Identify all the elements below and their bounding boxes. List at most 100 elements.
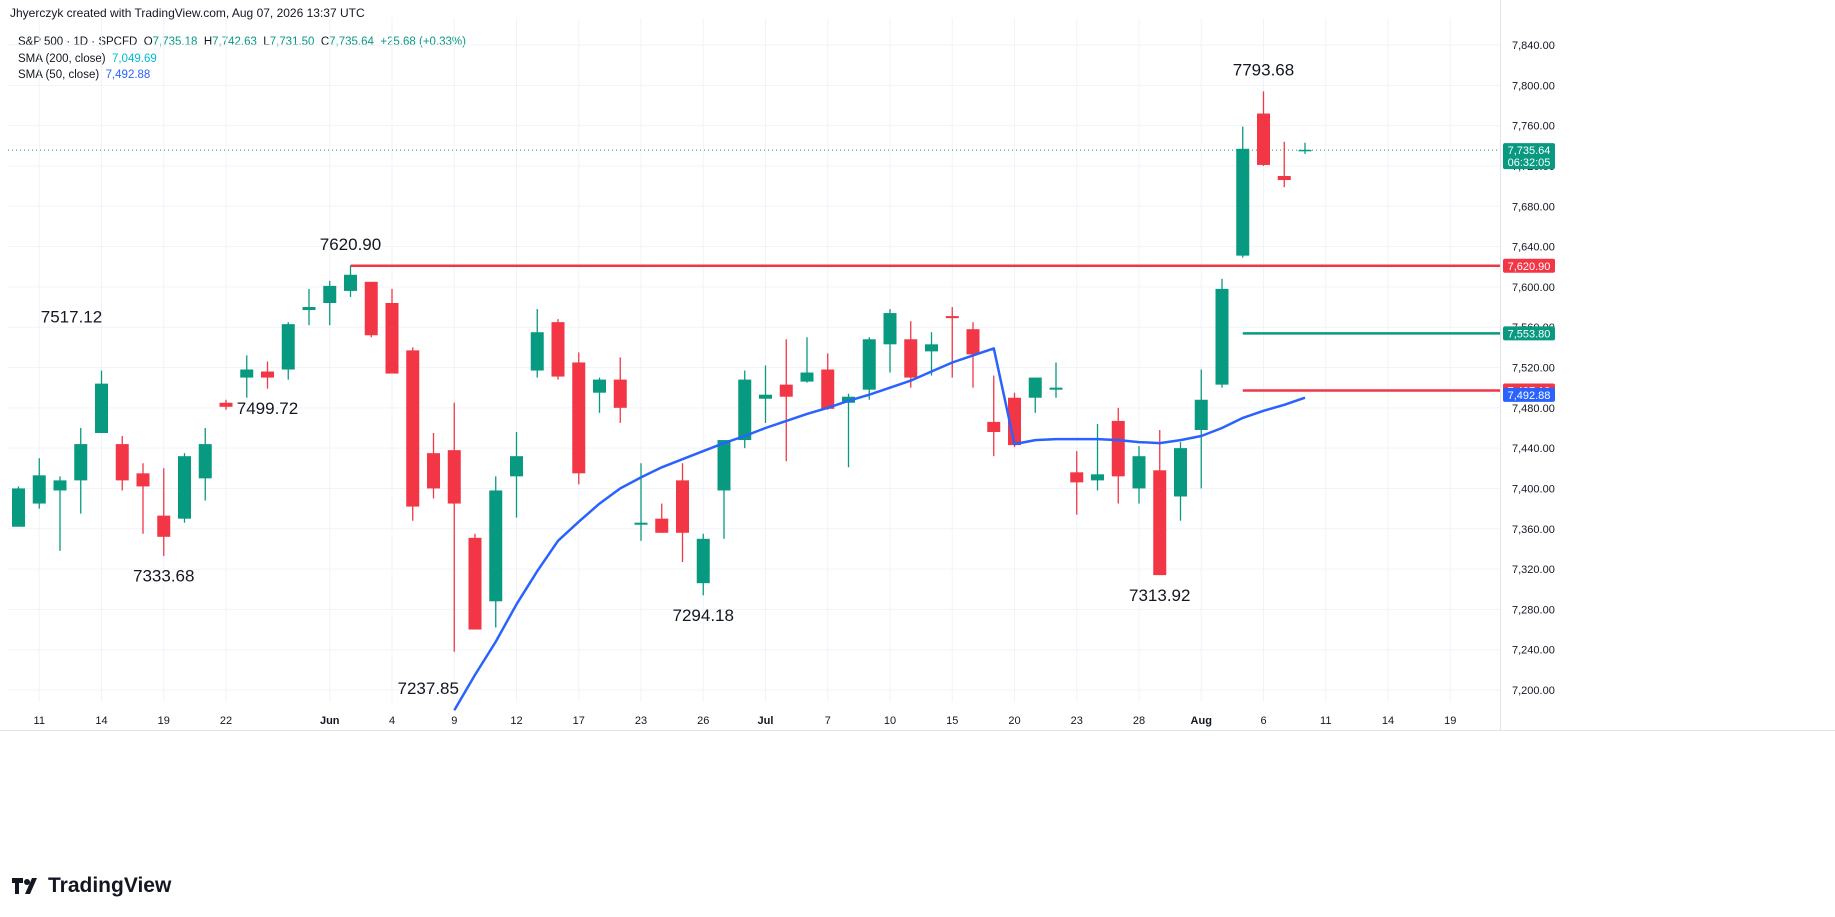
candle-body[interactable] (634, 522, 648, 525)
candle-body[interactable] (1215, 288, 1229, 385)
candle-body[interactable] (115, 444, 129, 481)
candle-body[interactable] (261, 371, 274, 378)
price-axis-label: 7,520.00 (1512, 363, 1555, 375)
price-axis-label: 7,400.00 (1512, 483, 1555, 495)
candle-body[interactable] (572, 362, 586, 474)
candle-body[interactable] (883, 313, 897, 345)
time-axis-label: 15 (946, 715, 958, 727)
candle-body[interactable] (1277, 176, 1291, 181)
candle-body[interactable] (862, 339, 876, 390)
price-axis-label: 7,600.00 (1512, 282, 1555, 294)
candle-body[interactable] (676, 480, 689, 533)
time-axis-label: 4 (389, 715, 395, 727)
sma50-price-badge[interactable] (1503, 387, 1555, 402)
price-axis-label: 7,360.00 (1512, 524, 1555, 536)
candle-body[interactable] (925, 344, 938, 352)
time-axis-label: 22 (220, 715, 232, 727)
candle-body[interactable] (779, 384, 793, 397)
time-axis-label: 6 (1260, 715, 1266, 727)
candle-body[interactable] (1028, 377, 1042, 398)
sma200-legend-row[interactable]: SMA (200, close) 7,049.69 (18, 51, 466, 68)
price-axis-label: 7,640.00 (1512, 242, 1555, 254)
time-axis-label: 12 (510, 715, 522, 727)
candle-body[interactable] (1236, 148, 1250, 256)
candle-body[interactable] (468, 537, 482, 630)
time-axis-label: 23 (635, 715, 647, 727)
time-axis-label: Jun (320, 715, 340, 727)
candle-body[interactable] (821, 369, 835, 409)
time-axis-label: 14 (1382, 715, 1394, 727)
candle-body[interactable] (551, 322, 565, 377)
high-label: H (203, 36, 213, 48)
candle-body[interactable] (1111, 420, 1125, 477)
time-axis-label: Jul (758, 715, 774, 727)
candle-body[interactable] (1091, 474, 1104, 481)
candle-body[interactable] (12, 488, 25, 527)
candle-body[interactable] (219, 402, 233, 407)
sma200-label: SMA (200, close) (18, 52, 106, 65)
sma50-value: 7,492.88 (105, 69, 151, 81)
candle-body[interactable] (593, 379, 606, 393)
candle-body[interactable] (240, 369, 254, 378)
candle-body[interactable] (759, 394, 772, 399)
time-axis-label: 20 (1008, 715, 1020, 727)
candle-body[interactable] (447, 450, 461, 504)
candle-body[interactable] (323, 285, 337, 303)
candle-body[interactable] (655, 518, 669, 533)
candle-body[interactable] (136, 473, 150, 487)
price-annotation: 7313.92 (1129, 586, 1190, 605)
candle-body[interactable] (95, 383, 108, 434)
candle-body[interactable] (157, 515, 171, 537)
candle-body[interactable] (738, 379, 752, 441)
candle-body[interactable] (530, 332, 544, 371)
candle-body[interactable] (198, 444, 212, 479)
candle-body[interactable] (966, 329, 980, 355)
candle-body[interactable] (178, 456, 191, 519)
candle-body[interactable] (987, 421, 1001, 432)
candle-body[interactable] (1257, 113, 1270, 165)
level-price-badge[interactable] (1503, 258, 1555, 273)
candle-body[interactable] (1049, 387, 1063, 390)
time-axis-label: 23 (1071, 715, 1083, 727)
candle-body[interactable] (281, 324, 295, 370)
candle-body[interactable] (489, 490, 503, 602)
time-axis-label: 19 (158, 715, 170, 727)
candle-body[interactable] (385, 303, 399, 374)
candle-body[interactable] (1174, 448, 1187, 497)
candle-body[interactable] (74, 444, 88, 481)
price-annotation: 7294.18 (673, 606, 734, 625)
price-axis-label: 7,760.00 (1512, 121, 1555, 133)
time-axis-label: 26 (697, 715, 709, 727)
price-annotation: 7793.68 (1233, 61, 1294, 80)
level-price-badge[interactable] (1503, 326, 1555, 341)
sma50-legend-row[interactable]: SMA (50, close) 7,492.88 (18, 67, 466, 84)
candle-body[interactable] (904, 339, 918, 378)
candle-body[interactable] (613, 379, 627, 408)
candle-body[interactable] (1194, 399, 1208, 430)
candle-body[interactable] (364, 281, 378, 336)
candle-body[interactable] (717, 440, 731, 491)
candle-body[interactable] (1132, 456, 1146, 489)
candle-body[interactable] (302, 307, 316, 311)
candle-body[interactable] (427, 453, 440, 489)
low-label: L (263, 36, 270, 48)
candle-body[interactable] (32, 475, 46, 504)
price-annotation: 7620.90 (320, 235, 381, 254)
candle-body[interactable] (406, 350, 420, 507)
candle-body[interactable] (1298, 149, 1312, 152)
candle-body[interactable] (53, 480, 67, 491)
price-annotation: 7237.85 (398, 679, 459, 698)
candle-body[interactable] (1153, 470, 1167, 576)
candle-body[interactable] (696, 538, 710, 584)
candle-body[interactable] (1070, 472, 1084, 483)
time-axis-label: 14 (95, 715, 107, 727)
sma50-line[interactable] (453, 347, 1306, 711)
price-axis-label: 7,320.00 (1512, 564, 1555, 576)
candle-body[interactable] (800, 372, 814, 382)
tradingview-logo[interactable]: TradingView (12, 874, 171, 898)
last-price-badge[interactable] (1503, 143, 1555, 170)
candle-body[interactable] (510, 456, 523, 477)
candle-body[interactable] (344, 274, 357, 291)
candle-body[interactable] (945, 316, 959, 319)
